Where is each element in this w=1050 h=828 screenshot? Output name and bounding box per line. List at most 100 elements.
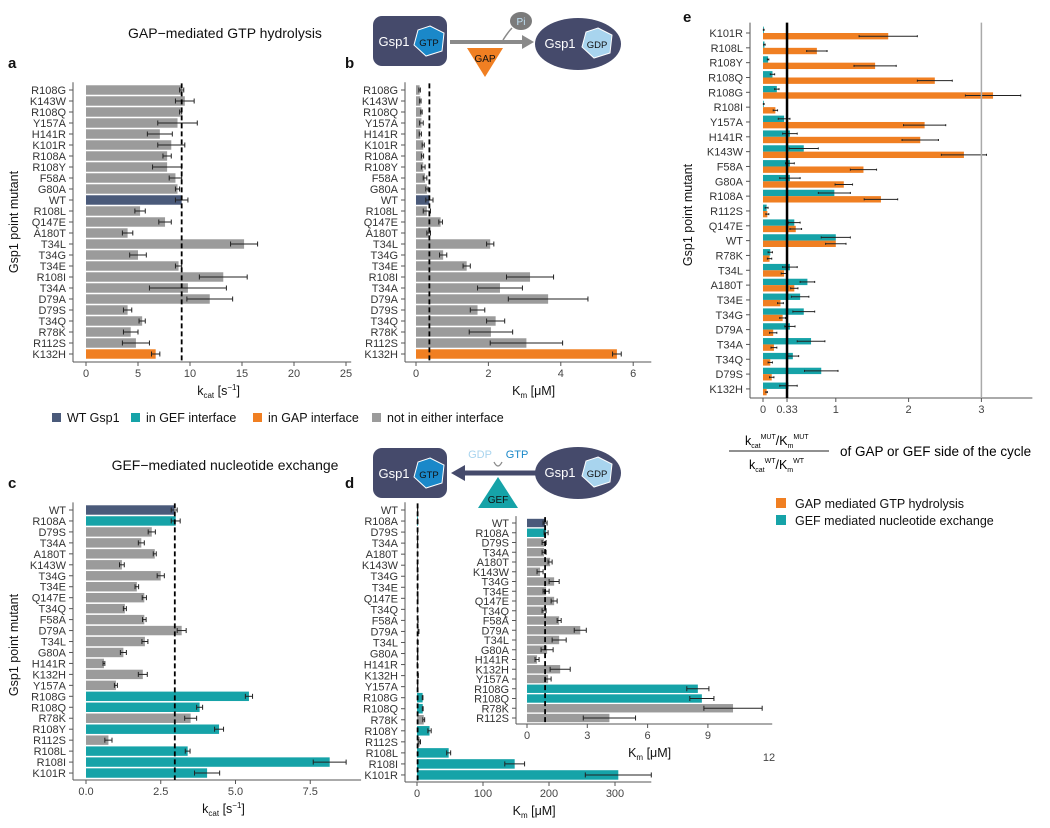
bar-gap: [763, 166, 864, 173]
bar-gef: [763, 249, 771, 256]
category-label: K132H: [32, 669, 66, 681]
category-label: R78K: [715, 250, 743, 262]
category-label: D79S: [370, 305, 398, 317]
x-tick-label: 0.0: [78, 786, 93, 798]
category-label: D79S: [481, 538, 509, 550]
bar: [416, 118, 422, 128]
category-label: K143W: [30, 560, 67, 572]
category-label: R108Q: [363, 704, 398, 716]
bar: [527, 567, 541, 576]
category-label: K143W: [362, 560, 399, 572]
category-label: WT: [49, 505, 66, 517]
exchange-arrow-icon: [493, 461, 503, 467]
category-label: T34A: [483, 547, 510, 559]
bar: [86, 636, 145, 647]
formula-denominator: kcatWT/KmWT: [749, 458, 805, 474]
category-label: Q147E: [32, 593, 66, 605]
category-label: R78K: [370, 327, 398, 339]
bar-gap: [763, 255, 770, 262]
bar: [416, 261, 467, 271]
bar-gap: [763, 270, 785, 277]
bar-gap: [763, 77, 935, 84]
category-label: F58A: [483, 616, 510, 628]
x-axis-title: kcat [s−1]: [202, 801, 245, 818]
x-tick-label: 4: [558, 368, 564, 380]
bar: [527, 577, 555, 586]
gsp1-label: Gsp1: [544, 36, 575, 51]
bar-gap: [763, 388, 767, 396]
x-tick-label: 7.5: [303, 786, 318, 798]
panel-a: a Gsp1 point mutant 0 5 10 15 20 25 kcat [s−1] R1…: [7, 55, 352, 400]
category-label: K101R: [364, 140, 398, 152]
x-tick-label: 0: [413, 368, 419, 380]
bar-gef: [763, 71, 773, 78]
bar-gap: [763, 359, 771, 366]
category-label: T34L: [41, 637, 66, 649]
bar: [416, 338, 527, 348]
bar: [527, 704, 734, 713]
category-label: Y157A: [33, 680, 67, 692]
gtp-hexagon-icon: [413, 457, 445, 489]
panel-d_inset: 0 3 6 9 Km [μM] WTR108AD79ST34AA180TK143WT34G…: [473, 516, 773, 762]
category-label: K101R: [709, 28, 743, 40]
bar: [527, 655, 538, 664]
x-axis-title: Km [μM]: [512, 384, 555, 400]
category-label: R108Y: [364, 726, 398, 738]
category-label: T34Q: [715, 354, 743, 366]
bar: [416, 327, 491, 337]
category-label: R108I: [714, 102, 743, 114]
panel-e: e Gsp1 point mutant 0 0.33 1 2 3 K101R R108L R108…: [681, 9, 1033, 416]
bar: [416, 206, 427, 216]
category-label: T34E: [40, 582, 66, 594]
bar: [527, 713, 610, 723]
category-label: R108L: [34, 746, 66, 758]
legend-swatch-none: [372, 413, 381, 422]
category-label: A180T: [34, 549, 67, 561]
bar-gef: [763, 234, 836, 241]
gtp-label: GTP: [419, 38, 439, 49]
panel-label: b: [345, 55, 354, 72]
bar-gap: [763, 92, 994, 99]
legend-swatch-wt: [52, 413, 61, 422]
category-label: K132H: [364, 671, 398, 683]
bar-gef: [763, 130, 790, 137]
bar: [86, 691, 249, 702]
category-label: R108Y: [709, 58, 743, 70]
category-label: T34G: [715, 310, 743, 322]
bar: [86, 603, 125, 614]
bar: [86, 746, 188, 756]
category-label: A180T: [34, 228, 67, 240]
bar-gap: [763, 196, 881, 203]
bar: [86, 680, 116, 691]
e-axis-formula: kcatMUT/KmMUT kcatWT/KmWT of GAP or GEF …: [729, 434, 1031, 474]
bar-gap: [763, 151, 964, 159]
category-label: Q147E: [475, 596, 509, 608]
gap-cycle-diagram: Gsp1 GTP Pi GAP Gsp1 GDP: [373, 12, 621, 77]
category-label: T34L: [41, 239, 66, 251]
category-label: F58A: [40, 615, 67, 627]
category-label: R108I: [37, 272, 66, 284]
gef-section-title: GEF−mediated nucleotide exchange: [112, 457, 339, 473]
x-axis-title: Km [μM]: [513, 804, 556, 820]
category-label: A180T: [366, 549, 399, 561]
interface-legend: WT Gsp1 in GEF interface in GAP interfac…: [52, 411, 504, 425]
bar: [416, 283, 500, 293]
category-label: R108Q: [708, 72, 743, 84]
bar: [527, 645, 548, 654]
gdp-label: GDP: [587, 469, 608, 480]
gef-enzyme-label: GEF: [488, 495, 509, 506]
legend-label-wt: WT Gsp1: [67, 411, 120, 425]
category-label: R112S: [33, 338, 66, 350]
bar: [86, 140, 172, 150]
bar: [527, 635, 560, 645]
bar: [86, 107, 181, 117]
bar: [527, 538, 545, 547]
bar: [86, 349, 156, 359]
gtp-in-label: GTP: [506, 449, 529, 461]
bar: [86, 592, 145, 603]
x-tick-label: 9: [705, 730, 711, 742]
category-label: R78K: [481, 703, 509, 715]
x-tick-label: 25: [340, 368, 352, 380]
category-label: K101R: [364, 770, 398, 782]
